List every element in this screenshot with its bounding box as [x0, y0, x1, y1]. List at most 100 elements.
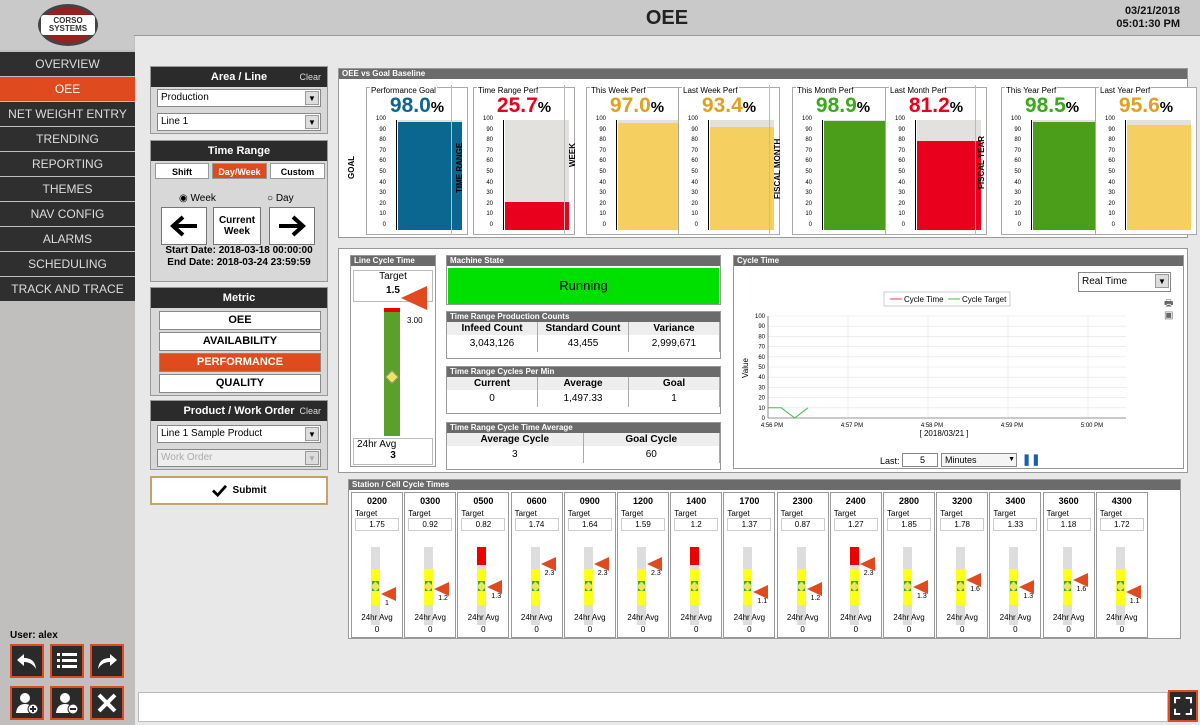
gauge-axis: 100 90 80 70 60 50 40 30 20 10 0 — [688, 116, 709, 230]
last-stepper[interactable]: 5 — [902, 453, 938, 467]
gauge-tick-label: 40 — [805, 179, 812, 186]
station-marker-value: 1 — [385, 600, 389, 607]
nav-item-overview[interactable]: OVERVIEW — [0, 52, 135, 76]
add-user-button[interactable] — [10, 686, 44, 720]
nav-item-scheduling[interactable]: SCHEDULING — [0, 252, 135, 276]
gauge-tick-label: 20 — [691, 200, 698, 207]
submit-button[interactable]: Submit — [150, 476, 328, 505]
area-line-panel: Area / Line Clear Production ▼ Line 1 ▼ — [150, 66, 328, 134]
nav-item-trending[interactable]: TRENDING — [0, 127, 135, 151]
gauge-0: Performance Goal 98.0% 100 90 80 70 60 50 40 30 20… — [366, 86, 468, 235]
column-header: Variance — [629, 322, 720, 335]
area-line-title: Area / Line — [210, 71, 268, 83]
remove-user-button[interactable] — [50, 686, 84, 720]
tab-shift[interactable]: Shift — [155, 163, 209, 179]
metric-quality-button[interactable]: QUALITY — [159, 374, 321, 393]
line-target-label: Target — [379, 271, 407, 282]
nav-item-oee[interactable]: OEE — [0, 77, 135, 101]
station-avg-value: 0 — [1066, 625, 1071, 634]
menu-list-button[interactable] — [50, 644, 84, 678]
chevron-down-icon: ▼ — [305, 115, 319, 129]
radio-day[interactable]: ○ Day — [267, 193, 294, 204]
gauge-tick-label: 30 — [486, 190, 493, 197]
gauge-tick-label: 90 — [805, 126, 812, 133]
gauge-value: 81.2% — [886, 94, 986, 118]
gauge-tick-label: 60 — [379, 158, 386, 165]
gauge-tick-label: 10 — [379, 211, 386, 218]
station-target-value: 1.75 — [355, 518, 399, 531]
nav-item-nav-config[interactable]: NAV CONFIG — [0, 202, 135, 226]
nav-item-themes[interactable]: THEMES — [0, 177, 135, 201]
redo-button[interactable] — [90, 644, 124, 678]
cycle-time-average-box: Time Range Cycle Time Average Average Cy… — [446, 422, 721, 470]
x-axis-label: [ 2018/03/21 ] — [920, 429, 969, 438]
metric-performance-button[interactable]: PERFORMANCE — [159, 353, 321, 372]
nav-item-alarms[interactable]: ALARMS — [0, 227, 135, 251]
current-week-button[interactable]: Current Week — [213, 207, 261, 245]
tab-custom[interactable]: Custom — [270, 163, 325, 179]
station-bar-track — [1008, 547, 1019, 625]
gauge-number: 98.0 — [389, 94, 431, 117]
gauge-tick-label: 50 — [379, 169, 386, 175]
x-tick-label: 4:57 PM — [841, 423, 863, 429]
nav-menu: OVERVIEW OEE NET WEIGHT ENTRY TRENDING REPOR… — [0, 52, 135, 302]
product-select[interactable]: Line 1 Sample Product ▼ — [157, 425, 321, 443]
gauge-tick-label: 40 — [379, 179, 386, 186]
nav-item-track-and-trace[interactable]: TRACK AND TRACE — [0, 277, 135, 301]
save-icon[interactable]: ▣ — [1164, 310, 1174, 321]
last-label: Last: — [880, 456, 900, 466]
y-tick-label: 80 — [758, 334, 765, 340]
station-avg-value: 0 — [1013, 625, 1018, 634]
station-avg-label: 24hr Avg — [361, 613, 393, 622]
user-label: User: alex — [10, 630, 58, 641]
gauge-tick-label: 30 — [898, 190, 905, 197]
next-button[interactable] — [269, 207, 315, 245]
unit-select[interactable]: Minutes ▼ — [941, 453, 1017, 467]
station-bar-track — [530, 547, 541, 625]
x-tick-label: 4:58 PM — [921, 423, 943, 429]
pause-icon[interactable]: ❚❚ — [1022, 454, 1041, 466]
gauge-area: Performance Goal 98.0% 100 90 80 70 60 50 40 30 20… — [339, 69, 1197, 239]
gauge-tick-label: 70 — [805, 147, 812, 154]
station-target-value: 0.87 — [780, 518, 825, 531]
metric-availability-button[interactable]: AVAILABILITY — [159, 332, 321, 351]
station-marker-value: 1.3 — [1023, 593, 1034, 601]
station-name: 2400 — [845, 496, 866, 506]
station-avg-value: 0 — [427, 625, 433, 634]
gauge-tick-label: 60 — [486, 158, 493, 165]
realtime-select[interactable]: Real Time ▼ — [1078, 272, 1171, 292]
print-icon[interactable]: 🖶 — [1164, 298, 1174, 309]
current-cycles-value: 0 — [447, 390, 538, 407]
fullscreen-button[interactable] — [1168, 690, 1198, 722]
gauge-number: 81.2 — [908, 94, 950, 117]
metric-oee-button[interactable]: OEE — [159, 311, 321, 330]
gauge-title: Last Year Perf — [1099, 86, 1152, 95]
station-target-label: Target — [1099, 509, 1123, 518]
previous-button[interactable] — [161, 207, 207, 245]
gauge-title: This Year Perf — [1005, 86, 1058, 95]
area-select[interactable]: Production ▼ — [157, 89, 321, 107]
gauge-tick-label: 20 — [486, 200, 493, 207]
line-select[interactable]: Line 1 ▼ — [157, 113, 321, 131]
gauge-tick-label: 90 — [486, 126, 493, 133]
gauge-bar-fill — [824, 121, 888, 230]
nav-item-reporting[interactable]: REPORTING — [0, 152, 135, 176]
cycle-time-chart-box: Cycle Time Real Time ▼ 🖶 ▣ Cycle Time Cycl… — [733, 255, 1184, 469]
nav-item-net-weight-entry[interactable]: NET WEIGHT ENTRY — [0, 102, 135, 126]
station-target-label: Target — [567, 509, 591, 518]
gauge-bar-track — [1127, 120, 1191, 230]
tab-day-week[interactable]: Day/Week — [212, 163, 267, 179]
radio-week[interactable]: ◉ Week — [179, 193, 216, 204]
station-name: 1200 — [632, 496, 654, 506]
work-order-select[interactable]: Work Order ▼ — [157, 449, 321, 467]
station-target-value: 1.37 — [727, 518, 772, 531]
station-target-label: Target — [355, 509, 378, 518]
production-counts-box: Time Range Production Counts Infeed Coun… — [446, 311, 721, 359]
gauge-number: 98.9 — [815, 94, 857, 117]
undo-button[interactable] — [10, 644, 44, 678]
close-button[interactable] — [90, 686, 124, 720]
station-avg-value: 0 — [534, 625, 539, 634]
area-line-clear-button[interactable]: Clear — [299, 72, 321, 82]
station-marker-value: 1.3 — [917, 593, 927, 601]
product-clear-button[interactable]: Clear — [299, 406, 321, 416]
